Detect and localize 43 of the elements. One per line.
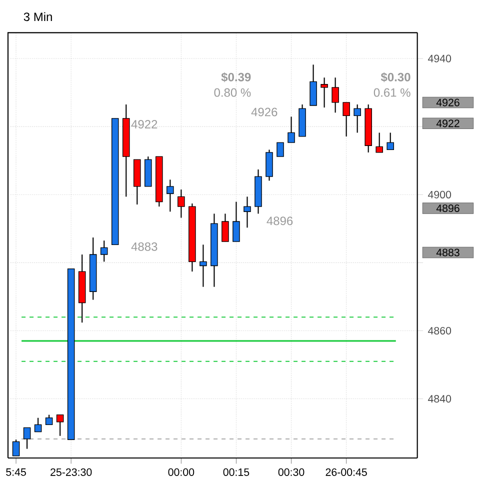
text: 4883 [436,248,460,256]
x-tick-label: 00:15 [223,468,250,476]
candlestick [288,116,295,144]
x-tick-label: 26-00:45 [326,468,367,476]
candlestick [386,132,394,150]
annotation: 4883 [131,242,158,251]
annotation: 4926 [251,108,278,116]
y-tick-label: 4900 [428,190,452,198]
candlestick [23,427,31,450]
candlestick [178,188,185,218]
candlestick [222,213,229,242]
candlestick [166,179,174,212]
text: 4922 [436,120,460,128]
annotation: 4922 [131,120,158,129]
candlestick [232,201,240,242]
x-tick-label: 00:00 [168,468,194,476]
text: 4926 [436,98,460,106]
annotation: 0.80 % [214,88,251,97]
chart-title: 3 Min [24,12,52,22]
x-tick-label: 00:30 [278,468,304,476]
candlestick [320,77,328,108]
candlestick [34,417,42,432]
candlestick [56,414,64,436]
candlestick [342,102,350,137]
annotation: $0.39 [221,72,251,82]
candlestick [276,142,284,158]
y-tick-label: 4860 [428,326,452,335]
candlestick [244,196,251,228]
text: 4896 [436,204,460,212]
annotation: 0.61 % [374,88,410,97]
candlestick [100,240,108,262]
candlestick [354,104,361,134]
x-tick-label: 5:45 [6,468,26,476]
annotation: $0.30 [380,72,410,82]
candlestick [376,132,383,153]
candlestick [45,414,53,426]
x-tick-label: 25-23:30 [50,468,92,476]
y-tick-label: 4840 [428,395,452,403]
y-tick-label: 4940 [428,54,452,62]
candlestick [332,77,339,114]
candlestick [200,244,207,288]
candlestick [310,64,317,106]
annotation: 4896 [266,216,293,226]
